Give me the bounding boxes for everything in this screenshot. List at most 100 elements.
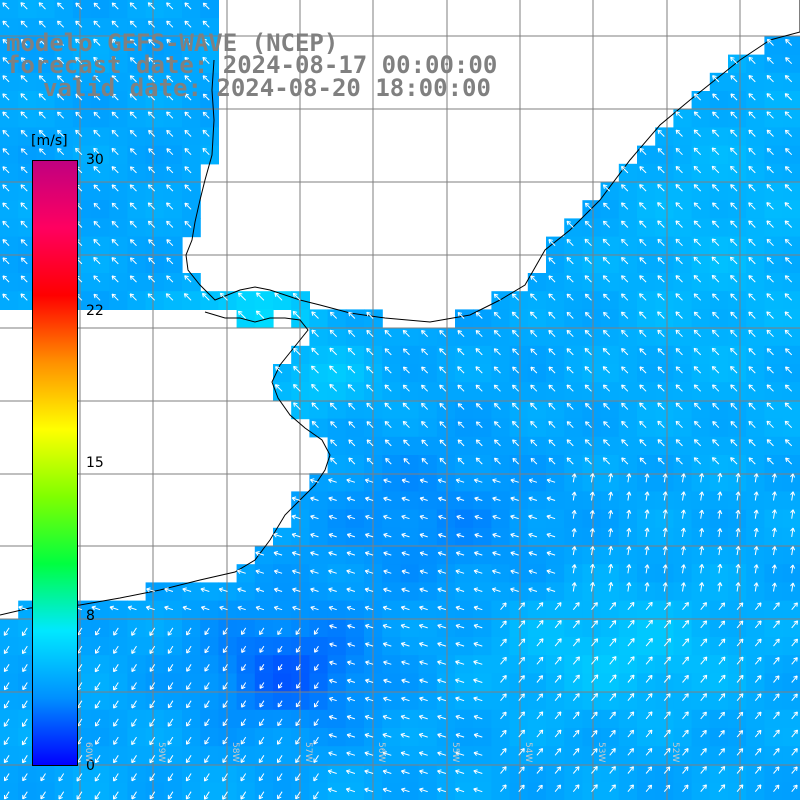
wind-arrow bbox=[700, 602, 707, 611]
wind-cell bbox=[673, 655, 693, 674]
wind-arrow bbox=[680, 509, 686, 519]
wind-cell bbox=[600, 582, 620, 602]
wind-cell bbox=[618, 673, 638, 693]
wind-cell bbox=[509, 709, 529, 729]
wind-cell bbox=[582, 637, 602, 656]
wind-cell bbox=[691, 709, 711, 729]
wind-cell bbox=[618, 637, 638, 656]
wind-arrow bbox=[784, 129, 793, 137]
wind-arrow bbox=[277, 645, 283, 653]
wind-cell bbox=[709, 673, 729, 693]
wind-arrow bbox=[639, 366, 647, 374]
wind-arrow bbox=[621, 402, 629, 410]
wind-cell bbox=[382, 509, 401, 529]
wind-cell bbox=[382, 364, 401, 383]
wind-arrow bbox=[131, 718, 137, 727]
wind-cell bbox=[491, 327, 511, 347]
wind-cell bbox=[600, 600, 620, 620]
wind-arrow bbox=[639, 166, 647, 174]
wind-arrow bbox=[566, 384, 574, 392]
wind-arrow bbox=[255, 569, 265, 575]
wind-arrow bbox=[22, 791, 28, 800]
wind-arrow bbox=[754, 748, 762, 756]
wind-cell bbox=[655, 364, 674, 383]
wind-cell bbox=[782, 509, 800, 529]
wind-cell bbox=[564, 709, 583, 729]
wind-cell bbox=[655, 455, 674, 474]
wind-cell bbox=[746, 637, 765, 656]
wind-arrow bbox=[366, 439, 374, 447]
wind-arrow bbox=[295, 736, 301, 745]
wind-arrow bbox=[437, 696, 447, 702]
wind-arrow bbox=[348, 457, 356, 465]
wind-cell bbox=[36, 782, 56, 800]
wind-cell bbox=[527, 382, 547, 401]
wind-arrow bbox=[401, 587, 410, 593]
wind-arrow bbox=[475, 439, 483, 447]
wind-arrow bbox=[439, 348, 447, 356]
wind-arrow bbox=[711, 147, 720, 156]
wind-cell bbox=[618, 491, 638, 511]
wind-arrow bbox=[682, 638, 690, 647]
wind-arrow bbox=[571, 473, 577, 483]
wind-arrow bbox=[528, 587, 538, 593]
wind-cell bbox=[418, 509, 438, 529]
wind-arrow bbox=[439, 439, 447, 447]
wind-cell bbox=[582, 473, 602, 492]
wind-cell bbox=[691, 691, 711, 711]
wind-arrow bbox=[771, 509, 777, 519]
wind-arrow bbox=[571, 564, 577, 574]
wind-arrow bbox=[627, 729, 635, 738]
wind-arrow bbox=[717, 545, 723, 556]
wind-cell bbox=[691, 546, 711, 565]
wind-arrow bbox=[554, 729, 562, 738]
wind-arrow bbox=[754, 675, 762, 683]
wind-arrow bbox=[313, 736, 319, 745]
wind-cell bbox=[436, 436, 456, 456]
wind-arrow bbox=[146, 587, 155, 593]
wind-arrow bbox=[663, 711, 671, 720]
wind-cell bbox=[709, 509, 729, 529]
wind-arrow bbox=[735, 472, 741, 483]
wind-arrow bbox=[366, 366, 374, 374]
wind-cell bbox=[309, 582, 329, 602]
wind-arrow bbox=[528, 514, 538, 520]
wind-arrow bbox=[748, 220, 756, 228]
wind-cell bbox=[436, 618, 456, 638]
wind-cell bbox=[491, 655, 511, 674]
wind-cell bbox=[145, 127, 165, 147]
wind-cell bbox=[746, 728, 765, 747]
wind-arrow bbox=[113, 664, 119, 673]
wind-cell bbox=[345, 455, 365, 474]
wind-arrow bbox=[510, 532, 519, 538]
wind-arrow bbox=[657, 220, 665, 228]
wind-cell bbox=[145, 145, 165, 165]
wind-arrow bbox=[584, 329, 592, 338]
wind-arrow bbox=[492, 569, 501, 575]
wind-arrow bbox=[365, 496, 374, 502]
wind-arrow bbox=[518, 620, 526, 629]
wind-arrow bbox=[401, 696, 410, 702]
wind-arrow bbox=[457, 330, 465, 338]
wind-cell bbox=[600, 655, 620, 674]
wind-arrow bbox=[475, 421, 483, 429]
wind-arrow bbox=[608, 545, 614, 556]
wind-arrow bbox=[566, 257, 574, 265]
wind-cell bbox=[109, 200, 128, 219]
wind-cell bbox=[327, 728, 347, 747]
wind-arrow bbox=[421, 330, 429, 338]
wind-arrow bbox=[682, 602, 689, 611]
wind-arrow bbox=[185, 755, 192, 764]
wind-arrow bbox=[711, 220, 720, 228]
wind-cell bbox=[728, 764, 747, 784]
wind-cell bbox=[491, 491, 511, 511]
wind-arrow bbox=[129, 93, 137, 101]
wind-arrow bbox=[421, 384, 429, 392]
wind-arrow bbox=[546, 551, 556, 556]
wind-cell bbox=[218, 600, 238, 620]
wind-arrow bbox=[518, 656, 525, 665]
wind-cell bbox=[436, 527, 456, 547]
wind-arrow bbox=[530, 348, 538, 356]
wind-cell bbox=[400, 746, 420, 765]
wind-cell bbox=[91, 109, 110, 128]
